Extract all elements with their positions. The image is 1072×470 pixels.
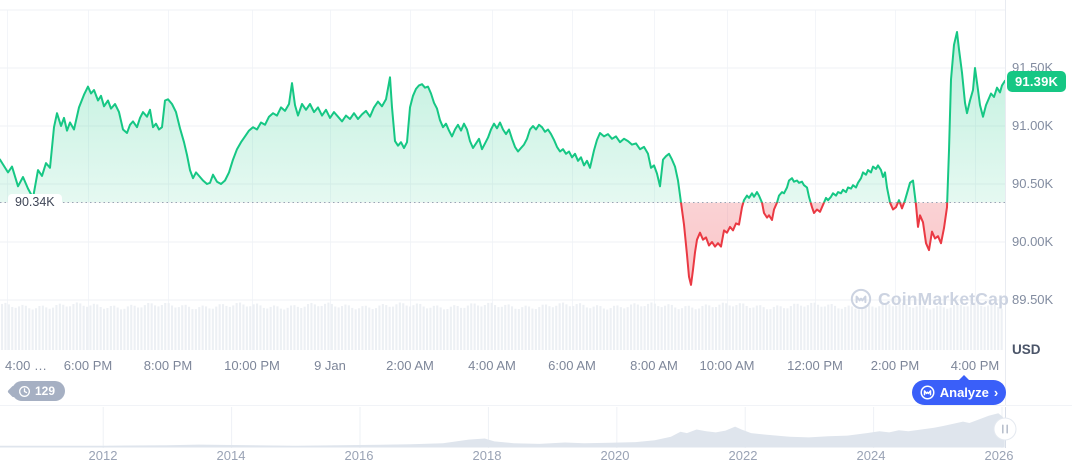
coinmarketcap-watermark: CoinMarketCap [850,288,1009,310]
x-axis-label: 10:00 PM [224,358,280,373]
timeline-year-label: 2016 [344,448,374,463]
timeline-year-label: 2022 [728,448,758,463]
timeline-year-label: 2026 [984,448,1014,463]
history-count-badge[interactable]: 129 [12,381,66,401]
y-axis-label: 90.00K [1012,234,1054,249]
x-axis-label: 10:00 AM [699,358,755,373]
analyze-button[interactable]: Analyze › [912,375,1006,405]
unit-usd-label: USD [1012,342,1041,357]
y-axis-label: 89.50K [1012,292,1054,307]
timeline-year-label: 2024 [856,448,886,463]
x-axis-label: 6:00 AM [548,358,596,373]
x-axis-label: 8:00 PM [143,358,193,373]
timeline-grid [102,407,1003,448]
current-price-badge: 91.39K [1007,71,1067,92]
x-axis-label: 4:00 PM [950,358,1000,373]
chevron-right-icon: › [993,385,999,400]
timeline-year-label: 2018 [472,448,502,463]
analyze-label: Analyze [939,385,989,400]
x-axis-label: 4:00 AM [468,358,516,373]
x-axis-label: 6:00 PM [63,358,113,373]
volume-bars [1,302,1003,350]
minimap-handle[interactable] [993,417,1017,441]
x-axis-label: 9 Jan [314,358,346,373]
x-axis-label: 2:00 AM [386,358,434,373]
x-axis-label: 2:00 PM [870,358,920,373]
x-axis-label: 4:00 … [5,358,47,373]
timeline-minimap[interactable] [0,405,1072,470]
x-axis-label: 8:00 AM [630,358,678,373]
price-chart-plot[interactable] [0,0,1072,405]
coinmarketcap-logo-icon [920,385,935,400]
minimap-area [0,413,1005,448]
baseline-price-label: 90.34K [8,194,62,210]
y-axis-label: 91.00K [1012,118,1054,133]
timeline-year-label: 2020 [600,448,630,463]
coinmarketcap-logo-icon [850,288,872,310]
timeline-year-label: 2012 [88,448,118,463]
price-line-up [0,31,1005,203]
y-axis-label: 90.50K [1012,176,1054,191]
history-count: 129 [35,384,56,398]
x-axis-label: 12:00 PM [787,358,843,373]
timeline-year-label: 2014 [216,448,246,463]
history-clock-icon [18,385,31,398]
watermark-text: CoinMarketCap [878,288,1009,309]
price-area-above [0,32,1005,203]
